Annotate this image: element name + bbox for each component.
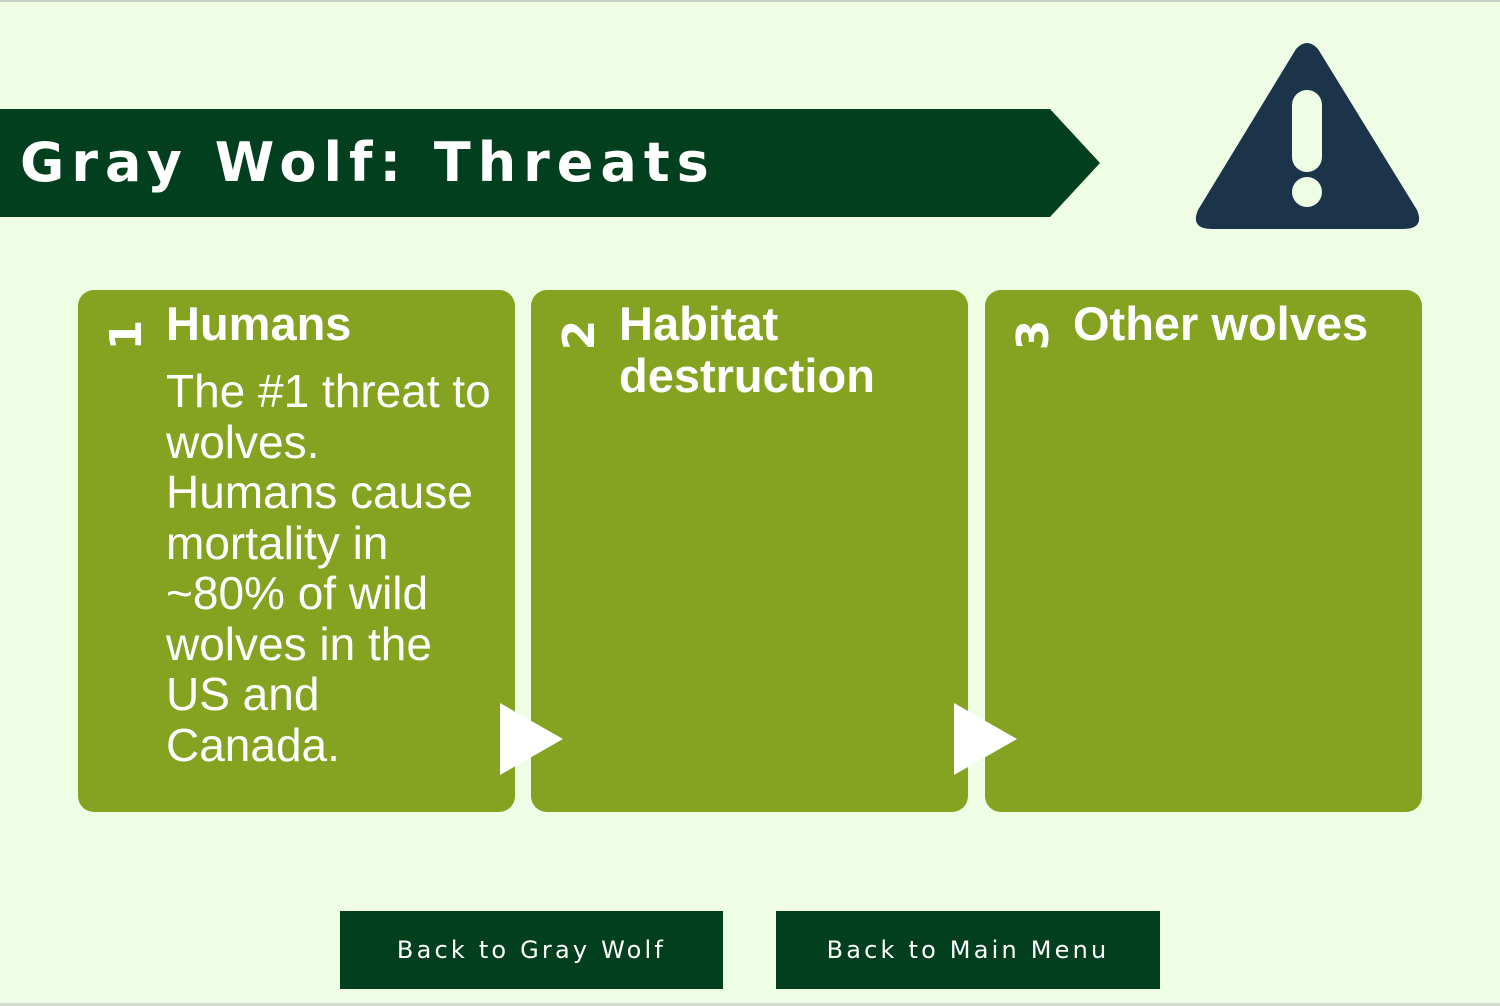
- warning-exclamation-bar: [1292, 90, 1322, 172]
- title-banner: Gray Wolf: Threats: [0, 109, 1100, 217]
- card-body: The #1 threat to wolves. Humans cause mo…: [166, 365, 491, 771]
- page-title: Gray Wolf: Threats: [20, 131, 716, 194]
- card-heading: Habitat destruction: [619, 297, 875, 402]
- threat-card-habitat-destruction: 2 Habitat destruction: [531, 290, 968, 812]
- back-to-gray-wolf-button[interactable]: Back to Gray Wolf: [340, 911, 723, 989]
- warning-triangle-icon: [1195, 43, 1420, 229]
- card-number: 1: [101, 319, 152, 351]
- top-divider: [0, 0, 1500, 2]
- flow-arrow-icon: [954, 703, 1017, 775]
- threat-card-other-wolves: 3 Other wolves: [985, 290, 1422, 812]
- card-heading: Other wolves: [1073, 297, 1369, 350]
- flow-arrow-icon: [500, 703, 563, 775]
- threat-card-humans: 1 Humans The #1 threat to wolves. Humans…: [78, 290, 515, 812]
- warning-exclamation-dot: [1292, 177, 1322, 207]
- back-to-main-menu-button[interactable]: Back to Main Menu: [776, 911, 1160, 989]
- card-number: 2: [554, 319, 605, 351]
- card-number: 3: [1008, 319, 1059, 351]
- card-heading: Humans: [166, 297, 352, 350]
- bottom-divider: [0, 1003, 1500, 1006]
